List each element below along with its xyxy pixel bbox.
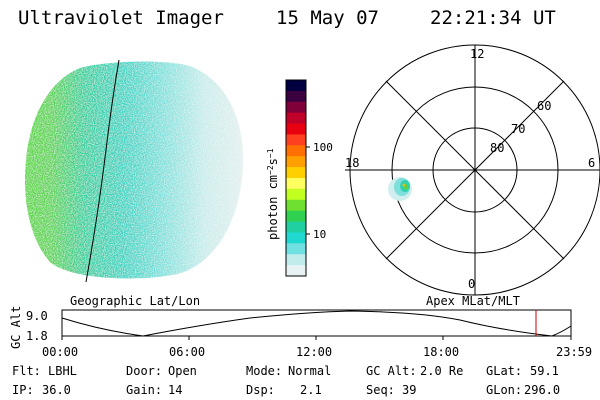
altitude-ytick-top: 9.0 [26,309,48,323]
status-block: Flt: LBHL IP: 36.0 Door: Open Gain: 14 M… [12,364,560,397]
observation-date: 15 May 07 [276,7,379,29]
flt-value: LBHL [48,364,77,378]
colorbar-unit-exp1: −2 [266,165,275,175]
mode-label: Mode: [246,364,282,378]
polar-projection-label: Apex MLat/MLT [426,294,520,308]
observation-time: 22:21:34 UT [430,7,556,29]
colorbar-swatch [286,90,306,103]
glat-value: 59.1 [530,364,559,378]
colorbar-swatch [286,167,306,179]
door-label: Door: [126,364,162,378]
mlat-label-60: 60 [537,99,551,113]
colorbar-swatch [286,123,306,135]
gcalt-value: 2.0 Re [420,364,463,378]
altitude-ylabel: GC Alt [9,306,23,349]
colorbar-swatch [286,221,306,233]
instrument-title: Ultraviolet Imager [18,7,224,29]
colorbar-swatch [286,156,306,168]
seq-value: 39 [402,383,416,397]
colorbar-tick-10: 10 [313,228,326,241]
glat-label: GLat: [486,364,522,378]
mlt-label-18: 18 [345,156,359,170]
colorbar-border [285,79,307,277]
ip-label: IP: [12,383,34,397]
flt-label: Flt: [12,364,41,378]
altitude-xtick-4: 23:59 [556,345,592,359]
seq-label: Seq: [366,383,395,397]
glon-value: 296.0 [524,383,560,397]
altitude-ytick-bottom: 1.8 [26,329,48,343]
altitude-plot [61,309,572,340]
ip-value: 36.0 [42,383,71,397]
polar-plot [345,44,600,296]
colorbar-swatch [286,145,306,157]
colorbar-swatch [286,112,306,125]
altitude-xtick-3: 18:00 [423,345,459,359]
altitude-xtick-0: 00:00 [42,345,78,359]
colorbar-swatch [286,199,306,212]
colorbar-swatch [286,178,306,190]
glon-label: GLon: [486,383,522,397]
image-projection-label: Geographic Lat/Lon [70,294,200,308]
colorbar-unit-label: photon cm−2s−1 [266,148,281,240]
dsp-value: 2.1 [300,383,322,397]
altitude-xtick-2: 12:00 [296,345,332,359]
colorbar-ticks [306,146,310,235]
colorbar-swatch [286,188,306,201]
mlt-label-0: 0 [468,277,475,291]
colorbar-unit-exp2: −1 [266,148,275,158]
door-value: Open [168,364,197,378]
colorbar-swatch [286,232,306,244]
colorbar [285,79,307,277]
gcalt-label: GC Alt: [366,364,417,378]
colorbar-unit-main: photon cm [266,175,280,240]
uv-earth-image [25,61,243,279]
aurora-spot [388,177,412,201]
dsp-label: Dsp: [246,383,275,397]
colorbar-swatch [286,265,306,277]
colorbar-swatch [286,243,306,255]
mlt-label-12: 12 [470,47,484,61]
altitude-xtick-1: 06:00 [169,345,205,359]
mlat-label-70: 70 [511,122,525,136]
mode-value: Normal [288,364,331,378]
colorbar-tick-100: 100 [313,141,333,154]
gain-value: 14 [168,383,182,397]
terminator-line [85,59,120,283]
colorbar-swatch [286,254,306,266]
altitude-curve [61,310,572,337]
colorbar-unit-mid: s [266,158,280,165]
gain-label: Gain: [126,383,162,397]
colorbar-swatch [286,210,306,223]
colorbar-swatch [286,80,306,92]
mlt-label-6: 6 [588,156,595,170]
mlat-label-80: 80 [490,141,504,155]
colorbar-swatch [286,101,306,114]
colorbar-swatch [286,134,306,146]
